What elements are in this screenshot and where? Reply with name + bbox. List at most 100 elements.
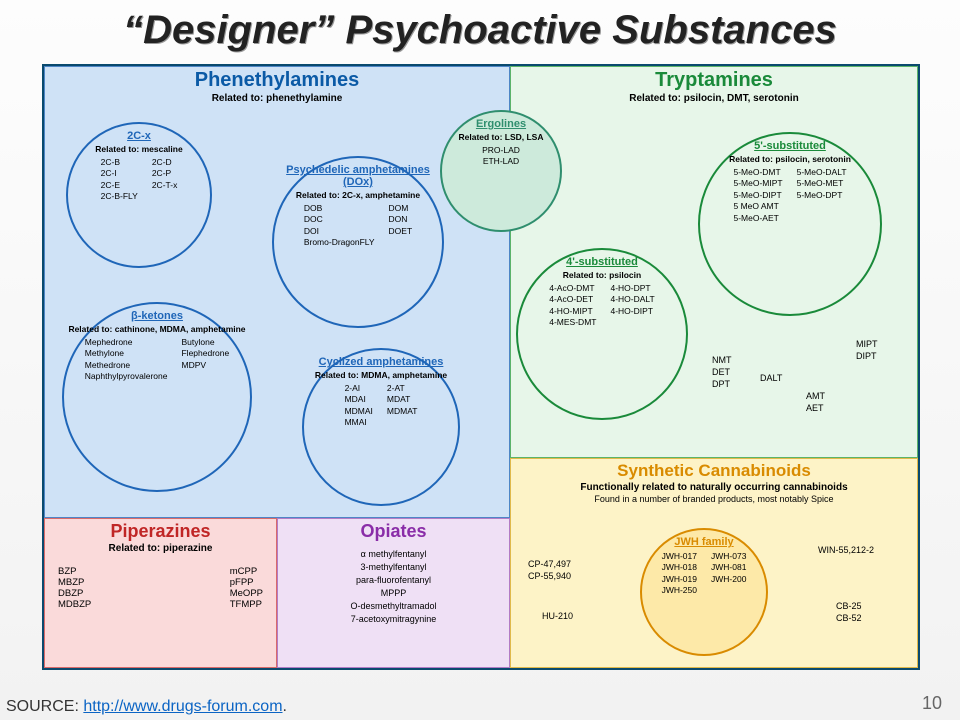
list-item: MDAI [345, 394, 366, 405]
circle-sub5-sub: Related to: psilocin, serotonin [700, 154, 880, 164]
list-item: JWH-250 [662, 585, 697, 596]
col-right: ButyloneFlephedroneMDPV [181, 337, 229, 383]
list-item: JWH-073 [711, 551, 746, 562]
list-item: 5-MeO-MET [797, 178, 844, 189]
tryp-float-b: DALT [760, 372, 782, 384]
col-left: 5-MeO-DMT5-MeO-MIPT5-MeO-DIPT5 MeO AMT5-… [733, 167, 782, 224]
cann-float-l2: HU-210 [542, 610, 573, 622]
list-item: 7-acetoxymitragynine [277, 613, 510, 626]
list-item: 2C-E [101, 180, 120, 191]
source-link[interactable]: http://www.drugs-forum.com [83, 698, 282, 715]
list-item: MDPV [181, 360, 206, 371]
list-item: Butylone [181, 337, 214, 348]
list-item: MDBZP [58, 599, 91, 610]
list-item: NMT [712, 354, 732, 366]
list-item: DOM [389, 203, 409, 214]
circle-ergo-sub: Related to: LSD, LSA [442, 132, 560, 142]
list-item: α methylfentanyl [277, 548, 510, 561]
col-left: DOBDOCDOIBromo-DragonFLY [304, 203, 375, 249]
list-item: O-desmethyltramadol [277, 600, 510, 613]
circle-c2cx-title: 2C-x [68, 130, 210, 142]
col-left: JWH-017JWH-018JWH-019JWH-250 [662, 551, 697, 597]
list-item: 5-MeO-DIPT [733, 190, 781, 201]
list-item: MeOPP [230, 588, 263, 599]
circle-dox-sub: Related to: 2C-x, amphetamine [274, 190, 442, 200]
list-item: 2C-B [101, 157, 120, 168]
col-left: MephedroneMethyloneMethedroneNaphthylpyr… [85, 337, 168, 383]
pip-col-right: mCPPpFPPMeOPPTFMPP [230, 566, 263, 610]
list-item: 4-AcO-DET [549, 294, 593, 305]
list-item: 4-HO-DIPT [610, 306, 653, 317]
list-item: DOET [389, 226, 413, 237]
list-item: 2C-P [152, 168, 171, 179]
circle-ergo-title: Ergolines [442, 118, 560, 130]
circle-c2cx: 2C-xRelated to: mescaline2C-B2C-I2C-E2C-… [66, 122, 212, 268]
list-item: MMAI [345, 417, 367, 428]
circle-cyc-body: 2-AIMDAIMDMAIMMAI2-ATMDATMDMAT [304, 383, 458, 429]
list-item: DOC [304, 214, 323, 225]
col-right: 5-MeO-DALT5-MeO-MET5-MeO-DPT [797, 167, 847, 224]
circle-bket-title: β-ketones [64, 310, 250, 322]
list-item: JWH-081 [711, 562, 746, 573]
list-item: MPPP [277, 587, 510, 600]
tryp-float-c: AMTAET [806, 390, 825, 414]
circle-ergo: Ergolines Related to: LSD, LSA PRO-LADETH-… [440, 110, 562, 232]
list-item: 5-MeO-DPT [797, 190, 843, 201]
circle-sub5-body: 5-MeO-DMT5-MeO-MIPT5-MeO-DIPT5 MeO AMT5-… [700, 167, 880, 224]
source-line: SOURCE: http://www.drugs-forum.com. [6, 698, 287, 716]
list-item: Mephedrone [85, 337, 133, 348]
list-item: MDAT [387, 394, 410, 405]
list-item: DIPT [856, 350, 878, 362]
circle-bket: β-ketonesRelated to: cathinone, MDMA, am… [62, 302, 252, 492]
list-item: BZP [58, 566, 91, 577]
list-item: 3-methylfentanyl [277, 561, 510, 574]
list-item: JWH-200 [711, 574, 746, 585]
col-right: 4-HO-DPT4-HO-DALT4-HO-DIPT [610, 283, 654, 329]
circle-c2cx-body: 2C-B2C-I2C-E2C-B-FLY2C-D2C-P2C-T-x [68, 157, 210, 203]
list-item: DALT [760, 372, 782, 384]
list-item: 2-AI [345, 383, 361, 394]
pane-pip-title: Piperazines [45, 521, 276, 542]
list-item: CB-25 [836, 600, 862, 612]
list-item: 5-MeO-AET [733, 213, 778, 224]
cann-float-r2: CB-25CB-52 [836, 600, 862, 624]
source-label: SOURCE: [6, 698, 83, 715]
list-item: DOI [304, 226, 319, 237]
col-right: DOMDONDOET [389, 203, 413, 249]
list-item: 2C-B-FLY [101, 191, 138, 202]
opi-body: α methylfentanyl3-methylfentanylpara-flu… [277, 548, 510, 626]
list-item: DET [712, 366, 732, 378]
pane-tryp-title: Tryptamines [511, 69, 917, 92]
list-item: 5-MeO-DALT [797, 167, 847, 178]
list-item: Methylone [85, 348, 124, 359]
list-item: PRO-LAD [442, 145, 560, 156]
circle-sub4: 4'-substitutedRelated to: psilocin4-AcO-… [516, 248, 688, 420]
list-item: Naphthylpyrovalerone [85, 371, 168, 382]
circle-dox: Psychedelic amphetamines (DOx) Related to… [272, 156, 444, 328]
list-item: 4-AcO-DMT [549, 283, 594, 294]
cann-float-r1: WIN-55,212-2 [818, 544, 874, 556]
col-right: JWH-073JWH-081JWH-200 [711, 551, 746, 597]
list-item: JWH-017 [662, 551, 697, 562]
cann-float-l1: CP-47,497CP-55,940 [528, 558, 571, 582]
pane-phen-title: Phenethylamines [45, 69, 509, 92]
circle-sub5-title: 5'-substituted [700, 140, 880, 152]
pane-phen-sub: Related to: phenethylamine [45, 93, 509, 104]
list-item: 4-HO-DPT [610, 283, 650, 294]
list-item: 2C-I [101, 168, 117, 179]
circle-sub4-title: 4'-substituted [518, 256, 686, 268]
circle-cyc-title: Cyclized amphetamines [304, 356, 458, 368]
circle-ergo-body: PRO-LADETH-LAD [442, 145, 560, 168]
list-item: Flephedrone [181, 348, 229, 359]
list-item: CB-52 [836, 612, 862, 624]
pane-pip-sub: Related to: piperazine [45, 543, 276, 554]
list-item: ETH-LAD [442, 156, 560, 167]
circle-dox-title: Psychedelic amphetamines (DOx) [274, 164, 442, 188]
list-item: Methedrone [85, 360, 130, 371]
list-item: pFPP [230, 577, 263, 588]
circle-c2cx-sub: Related to: mescaline [68, 144, 210, 154]
list-item: 4-MES-DMT [549, 317, 596, 328]
col-left: 2C-B2C-I2C-E2C-B-FLY [101, 157, 138, 203]
slide-title: “Designer” Psychoactive Substances [0, 8, 960, 53]
list-item: MBZP [58, 577, 91, 588]
